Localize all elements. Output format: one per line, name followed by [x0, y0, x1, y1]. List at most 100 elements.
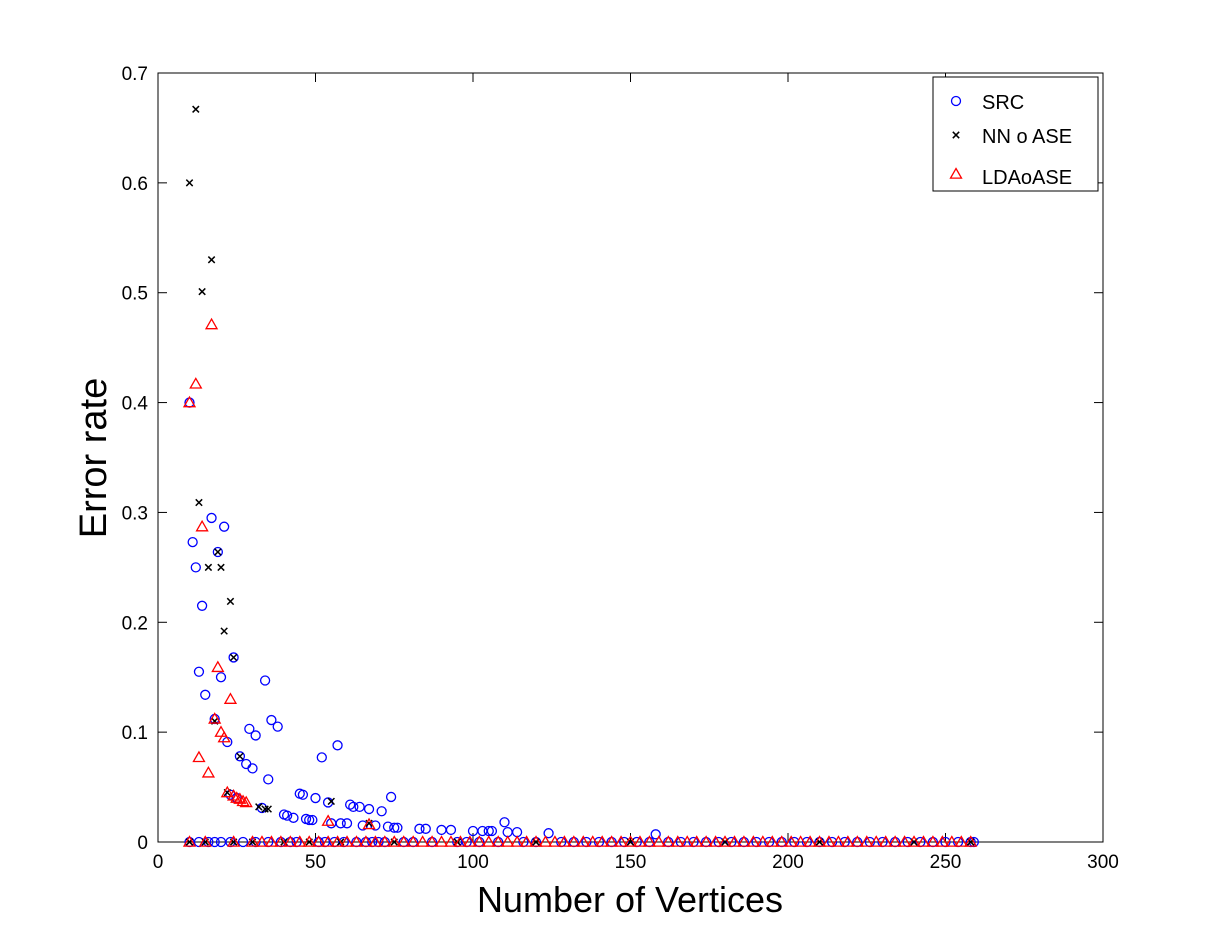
src-point: [414, 823, 425, 834]
ldaoase-point: [302, 835, 316, 847]
legend-label-nn-o-ase: NN o ASE: [982, 126, 1072, 148]
nn-o-ase-point: [327, 797, 335, 806]
ldaoase-point: [472, 835, 486, 847]
ldaoase-point: [879, 835, 893, 847]
ldaoase-point: [633, 835, 647, 847]
ldaoase-point: [255, 835, 269, 847]
data-points: [182, 105, 979, 848]
ldaoase-point: [444, 835, 458, 847]
ldaoase-point: [718, 835, 732, 847]
src-point: [341, 818, 353, 829]
ldaoase-point: [803, 835, 817, 847]
ldaoase-point: [888, 835, 902, 847]
ldaoase-point: [208, 712, 222, 724]
x-tick-label: 50: [305, 852, 326, 873]
ldaoase-point: [548, 835, 562, 847]
x-axis-label: Number of Vertices: [477, 879, 783, 920]
ldaoase-point: [586, 835, 600, 847]
ldaoase-point: [189, 377, 203, 389]
ldaoase-point: [935, 835, 949, 847]
y-tick-label: 0.4: [122, 394, 149, 415]
y-axis-label: Error rate: [73, 378, 115, 538]
ldaoase-point: [661, 835, 675, 847]
ldaoase-point: [841, 835, 855, 847]
ldaoase-point: [425, 835, 439, 847]
src-point: [206, 512, 217, 524]
ldaoase-point: [954, 835, 968, 847]
nn-o-ase-point: [365, 819, 373, 828]
ldaoase-point: [680, 835, 694, 847]
ldaoase-point: [312, 835, 326, 847]
ldaoase-point: [192, 750, 206, 763]
ldaoase-point: [623, 835, 638, 847]
y-tick-label: 0.1: [122, 723, 148, 744]
ldaoase-point: [510, 835, 524, 847]
src-point: [228, 652, 239, 663]
nn-o-ase-point: [220, 627, 228, 635]
ldaoase-point: [226, 835, 241, 847]
plot-area: [157, 72, 1104, 843]
ldaoase-point: [652, 835, 666, 847]
ldaoase-point: [406, 835, 420, 847]
ldaoase-point: [182, 835, 197, 847]
ldaoase-point: [604, 835, 619, 847]
src-point: [263, 774, 274, 785]
nn-o-ase-point: [229, 653, 238, 662]
ldaoase-point: [614, 835, 628, 847]
ldaoase-point: [239, 795, 253, 808]
ldaoase-point: [368, 835, 382, 847]
ldaoase-point: [264, 835, 279, 847]
src-point: [288, 812, 299, 823]
legend-markers: [949, 95, 963, 179]
legend: SRC NN o ASE LDAoASE: [932, 76, 1099, 192]
ldaoase-point: [195, 519, 209, 532]
ldaoase-point: [529, 835, 543, 847]
nn-o-ase-point: [236, 752, 244, 761]
src-point: [266, 714, 277, 726]
ldaoase-point: [567, 835, 581, 847]
ldaoase-point: [491, 835, 505, 847]
ldaoase-points: [182, 317, 978, 847]
x-tick-label: 100: [457, 852, 489, 873]
src-point: [259, 675, 271, 686]
ldaoase-point: [463, 835, 477, 847]
src-point: [354, 801, 365, 812]
ldaoase-point: [236, 794, 250, 807]
src-point: [281, 810, 293, 821]
x-tick-label: 250: [930, 852, 962, 873]
axis-ticks: 0 50 100 150 200 250 300 0 0.1 0.2 0.3 0.4 0.5 0.6 0.7: [122, 64, 1119, 873]
ldaoase-point: [897, 835, 912, 847]
src-point: [363, 803, 375, 815]
src-point: [234, 751, 246, 762]
ldaoase-point: [557, 835, 571, 847]
ldaoase-point: [595, 835, 609, 847]
ldaoase-point: [226, 789, 241, 801]
ldaoase-point: [434, 835, 449, 847]
y-tick-label: 0.2: [122, 613, 148, 634]
ldaoase-point: [201, 765, 216, 778]
ldaoase-point: [321, 835, 335, 847]
y-tick-label: 0.7: [122, 64, 148, 85]
y-tick-label: 0: [137, 833, 148, 854]
src-point: [445, 824, 457, 836]
nn-o-ase-point: [261, 805, 269, 813]
src-point: [389, 822, 400, 833]
src-point: [200, 689, 211, 700]
src-point: [348, 801, 359, 812]
ldaoase-point: [415, 835, 430, 847]
nn-o-ase-point: [255, 803, 263, 811]
ldaoase-point: [519, 835, 534, 847]
ldaoase-point: [850, 835, 864, 847]
ldaoase-point: [746, 835, 760, 847]
ldaoase-point: [220, 785, 234, 798]
src-point: [215, 672, 227, 683]
x-tick-label: 300: [1087, 852, 1119, 873]
ldaoase-point: [765, 835, 779, 847]
ldaoase-point: [538, 835, 553, 847]
nn-o-ase-point: [198, 287, 206, 296]
src-point: [392, 822, 403, 833]
src-point: [332, 740, 343, 751]
ldaoase-point: [453, 835, 468, 847]
legend-label-src: SRC: [982, 92, 1024, 114]
y-tick-label: 0.6: [122, 174, 148, 195]
